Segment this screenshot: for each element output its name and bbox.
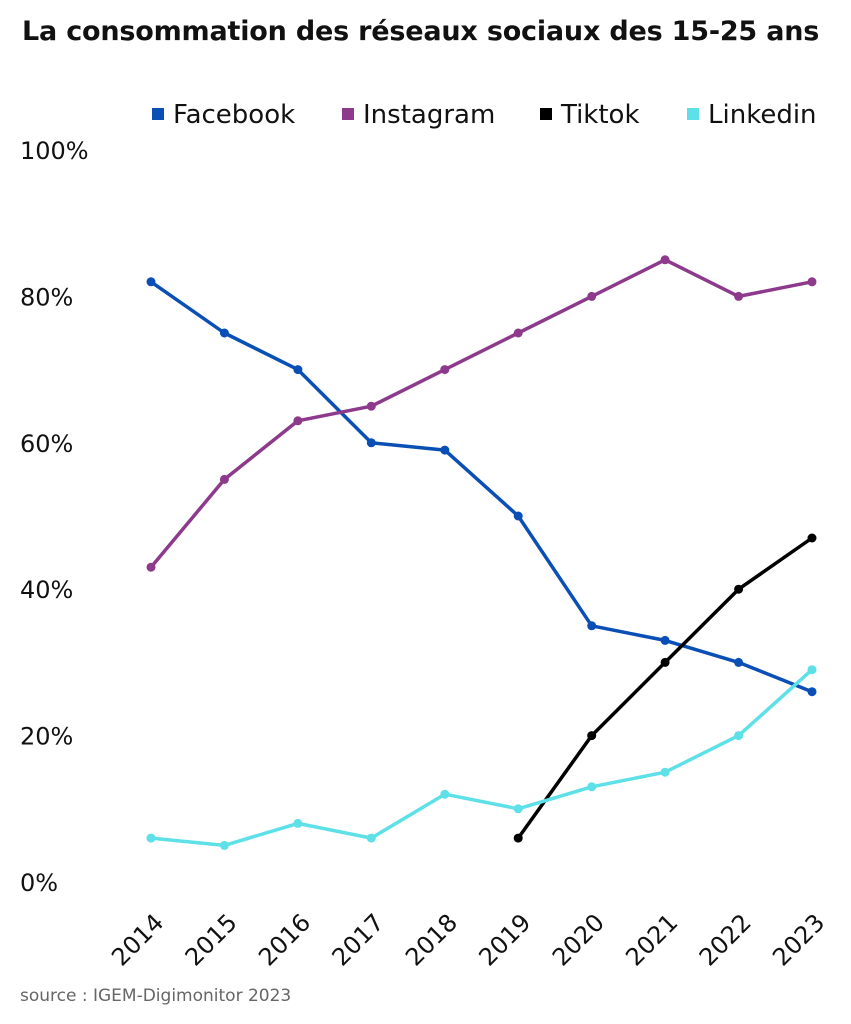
data-point-facebook (587, 621, 597, 631)
data-point-linkedin (587, 782, 597, 792)
data-point-tiktok (807, 533, 817, 543)
y-tick-label: 20% (20, 723, 73, 751)
series-layer (146, 255, 817, 850)
x-tick-label: 2015 (180, 908, 243, 971)
data-point-linkedin (807, 665, 817, 675)
data-point-instagram (513, 328, 523, 338)
x-tick-label: 2017 (327, 908, 390, 971)
series-facebook (146, 277, 817, 697)
data-point-instagram (807, 277, 817, 287)
data-point-linkedin (146, 833, 156, 843)
x-axis: 2014 2015 2016 2017 2018 2019 2020 2021 2022 2023 (106, 908, 830, 971)
data-point-instagram (660, 255, 670, 265)
legend-swatch-tiktok (540, 108, 552, 120)
x-tick-label: 2014 (106, 908, 169, 971)
data-point-linkedin (660, 767, 670, 777)
legend-item-linkedin: Linkedin (687, 100, 817, 130)
data-point-linkedin (440, 789, 450, 799)
data-point-linkedin (293, 818, 303, 828)
legend: Facebook Instagram Tiktok Linkedin (152, 100, 817, 130)
data-point-instagram (366, 401, 376, 411)
data-point-facebook (440, 445, 450, 455)
data-point-facebook (146, 277, 156, 287)
x-tick-label: 2019 (473, 908, 536, 971)
source-note: source : IGEM-Digimonitor 2023 (20, 986, 292, 1006)
series-line-linkedin (149, 667, 814, 848)
y-tick-label: 80% (20, 283, 73, 311)
data-point-instagram (293, 416, 303, 426)
legend-item-tiktok: Tiktok (540, 100, 640, 130)
series-tiktok (513, 533, 817, 843)
legend-label-facebook: Facebook (173, 100, 295, 130)
y-tick-label: 100% (20, 137, 89, 165)
series-line-instagram (149, 258, 814, 569)
legend-swatch-facebook (152, 108, 164, 120)
x-tick-label: 2020 (547, 908, 610, 971)
legend-swatch-linkedin (687, 108, 699, 120)
chart-title: La consommation des réseaux sociaux des … (22, 16, 820, 47)
y-axis: 0% 20% 40% 60% 80% 100% (20, 137, 89, 897)
x-tick-label: 2018 (400, 908, 463, 971)
data-point-linkedin (366, 833, 376, 843)
data-point-tiktok (587, 731, 597, 741)
data-point-instagram (219, 474, 229, 484)
series-linkedin (146, 665, 817, 850)
data-point-facebook (807, 687, 817, 697)
data-point-linkedin (734, 731, 744, 741)
y-tick-label: 0% (20, 869, 58, 897)
data-point-tiktok (660, 657, 670, 667)
legend-label-instagram: Instagram (363, 100, 495, 130)
data-point-facebook (366, 438, 376, 448)
data-point-facebook (293, 365, 303, 375)
data-point-tiktok (734, 584, 744, 594)
x-tick-label: 2022 (694, 908, 757, 971)
y-tick-label: 40% (20, 576, 73, 604)
data-point-linkedin (513, 804, 523, 814)
series-line-facebook (149, 280, 814, 694)
legend-swatch-instagram (342, 108, 354, 120)
data-point-facebook (734, 657, 744, 667)
data-point-instagram (587, 291, 597, 301)
data-point-tiktok (513, 833, 523, 843)
x-tick-label: 2023 (767, 908, 830, 971)
data-point-linkedin (219, 840, 229, 850)
data-point-facebook (219, 328, 229, 338)
y-tick-label: 60% (20, 430, 73, 458)
legend-item-facebook: Facebook (152, 100, 295, 130)
x-tick-label: 2021 (620, 908, 683, 971)
legend-label-linkedin: Linkedin (708, 100, 817, 130)
data-point-instagram (734, 291, 744, 301)
series-instagram (146, 255, 817, 572)
data-point-instagram (146, 562, 156, 572)
x-tick-label: 2016 (253, 908, 316, 971)
data-point-facebook (513, 511, 523, 521)
data-point-facebook (660, 635, 670, 645)
data-point-instagram (440, 365, 450, 375)
legend-label-tiktok: Tiktok (560, 100, 640, 130)
legend-item-instagram: Instagram (342, 100, 495, 130)
